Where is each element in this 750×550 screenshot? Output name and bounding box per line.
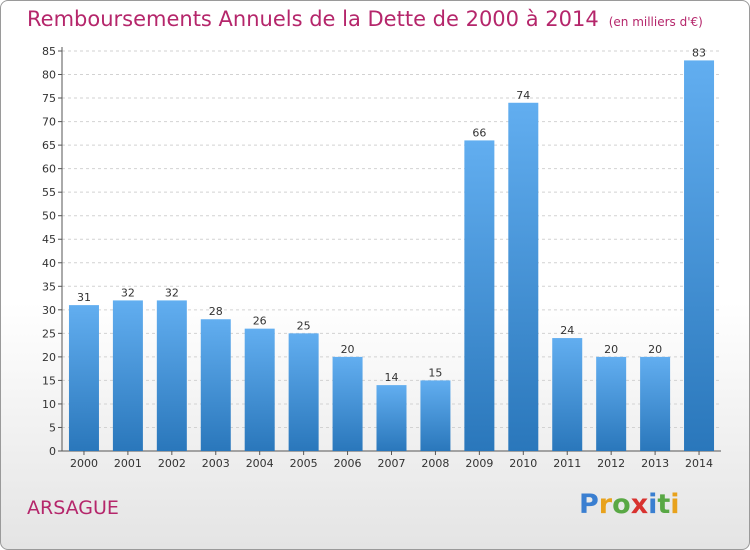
brand-letter: i	[648, 489, 658, 520]
y-tick-label: 65	[42, 139, 56, 152]
x-tick-label: 2004	[246, 457, 274, 470]
x-tick-label: 2010	[509, 457, 537, 470]
data-label: 32	[121, 286, 135, 299]
x-tick-label: 2011	[553, 457, 581, 470]
bar	[376, 385, 407, 451]
brand-letter: i	[670, 489, 680, 520]
y-tick-label: 75	[42, 92, 56, 105]
brand-letter: t	[657, 489, 671, 520]
brand-letter: P	[579, 489, 599, 520]
y-tick-label: 80	[42, 69, 56, 82]
brand-letter: o	[612, 489, 631, 520]
data-label: 26	[253, 315, 267, 328]
y-tick-label: 0	[49, 445, 56, 458]
bar	[200, 319, 231, 451]
y-tick-label: 35	[42, 280, 56, 293]
commune-name: ARSAGUE	[27, 497, 119, 519]
bar	[552, 338, 583, 451]
data-label: 14	[385, 371, 399, 384]
y-tick-label: 20	[42, 351, 56, 364]
y-tick-label: 10	[42, 398, 56, 411]
y-tick-label: 45	[42, 233, 56, 246]
y-tick-label: 40	[42, 257, 56, 270]
data-label: 25	[297, 319, 311, 332]
x-tick-label: 2006	[334, 457, 362, 470]
data-label: 28	[209, 305, 223, 318]
data-label: 15	[428, 366, 442, 379]
x-tick-label: 2003	[202, 457, 230, 470]
bar	[508, 102, 539, 451]
x-tick-label: 2001	[114, 457, 142, 470]
y-tick-label: 60	[42, 163, 56, 176]
data-label: 24	[560, 324, 574, 337]
x-tick-label: 2002	[158, 457, 186, 470]
bar	[684, 60, 715, 451]
y-tick-label: 70	[42, 116, 56, 129]
x-tick-label: 2008	[421, 457, 449, 470]
brand-letter: x	[630, 489, 649, 520]
data-label: 20	[604, 343, 618, 356]
data-label: 66	[472, 126, 486, 139]
brand-letter: r	[598, 489, 613, 520]
y-tick-label: 25	[42, 327, 56, 340]
bar	[332, 356, 363, 451]
bar	[420, 380, 451, 451]
x-tick-label: 2000	[70, 457, 98, 470]
chart-title-text: Remboursements Annuels de la Dette de 20…	[27, 7, 599, 31]
data-label: 31	[77, 291, 91, 304]
bar	[156, 300, 187, 451]
bar	[68, 305, 99, 451]
bar	[288, 333, 319, 451]
x-tick-label: 2009	[465, 457, 493, 470]
y-tick-label: 30	[42, 304, 56, 317]
x-tick-label: 2007	[378, 457, 406, 470]
x-tick-label: 2014	[685, 457, 713, 470]
x-tick-label: 2005	[290, 457, 318, 470]
y-tick-label: 50	[42, 210, 56, 223]
chart-title: Remboursements Annuels de la Dette de 20…	[27, 7, 703, 31]
data-label: 32	[165, 286, 179, 299]
y-tick-label: 15	[42, 374, 56, 387]
data-label: 74	[516, 89, 530, 102]
proxiti-logo: Proxiti	[579, 489, 680, 520]
data-label: 83	[692, 46, 706, 59]
chart-unit: (en milliers d'€)	[608, 15, 703, 29]
bar	[112, 300, 143, 451]
x-tick-label: 2013	[641, 457, 669, 470]
bar	[244, 328, 275, 451]
data-label: 20	[341, 343, 355, 356]
bar	[596, 356, 627, 451]
y-tick-label: 5	[49, 421, 56, 434]
y-tick-label: 55	[42, 186, 56, 199]
bar	[464, 140, 495, 452]
x-tick-label: 2012	[597, 457, 625, 470]
data-label: 20	[648, 343, 662, 356]
y-tick-label: 85	[42, 45, 56, 58]
bar	[640, 356, 671, 451]
